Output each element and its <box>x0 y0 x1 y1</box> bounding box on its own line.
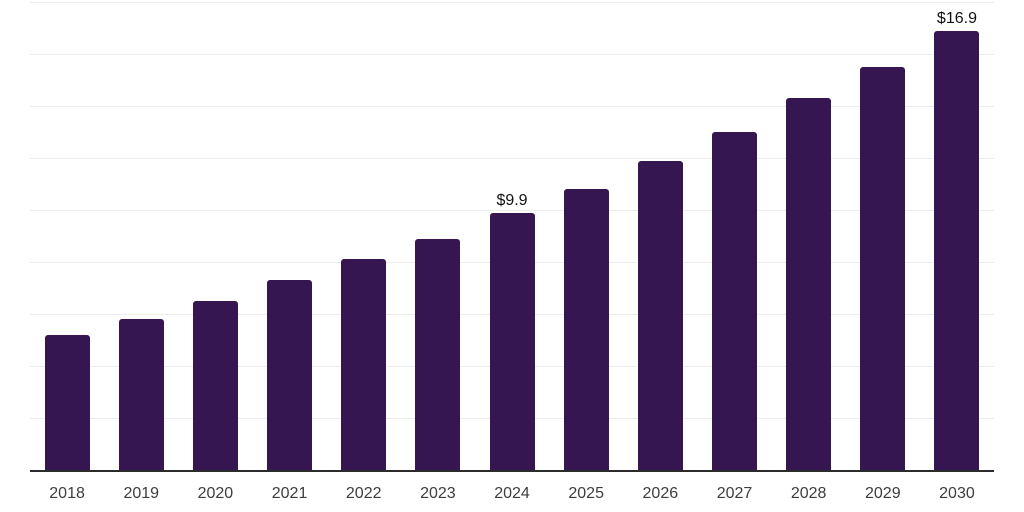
x-axis-label: 2018 <box>49 485 85 502</box>
gridline <box>30 2 994 3</box>
gridline <box>30 54 994 56</box>
bar <box>415 238 461 470</box>
x-axis-label: 2023 <box>420 485 456 502</box>
bar-slot: $16.9 <box>920 2 994 470</box>
bar <box>786 98 832 470</box>
bar <box>711 132 757 470</box>
bar <box>934 30 980 470</box>
x-axis-label: 2022 <box>345 485 382 502</box>
x-axis-label: 2021 <box>271 485 308 502</box>
plot-area: $9.9 $16.9 <box>30 2 994 472</box>
x-axis-label: 2025 <box>568 485 604 502</box>
bar-slot <box>772 2 846 470</box>
bar-slot <box>178 2 252 470</box>
bar <box>267 280 313 470</box>
x-axis-label: 2030 <box>939 485 975 502</box>
bar <box>341 259 387 470</box>
bar-slot <box>30 2 104 470</box>
gridline <box>30 210 994 211</box>
bar-value-label: $16.9 <box>936 9 977 27</box>
x-axis-label: 2029 <box>865 485 901 502</box>
gridline <box>30 158 994 160</box>
x-axis-label: 2020 <box>197 485 234 502</box>
x-axis-labels: 2018 2019 2020 2021 2022 2023 2024 2025 2026 2027… <box>30 477 994 503</box>
bar <box>637 160 683 470</box>
bar-slot <box>846 2 920 470</box>
bar <box>192 301 238 470</box>
bar <box>489 212 535 470</box>
bar-slot <box>104 2 178 470</box>
bar-value-label: $9.9 <box>496 191 528 209</box>
bar <box>860 67 906 470</box>
bar <box>118 319 164 470</box>
bar-slot <box>549 2 623 470</box>
bars-row: $9.9 $16.9 <box>30 2 994 470</box>
x-axis-label: 2019 <box>123 485 160 502</box>
bar-slot <box>327 2 401 470</box>
bar-slot <box>623 2 697 470</box>
x-axis-line <box>30 470 994 472</box>
x-axis-label: 2028 <box>790 485 827 502</box>
bar <box>44 334 90 470</box>
x-axis-label: 2024 <box>494 485 530 502</box>
bar-slot <box>252 2 326 470</box>
gridline <box>30 106 994 107</box>
bar-slot <box>401 2 475 470</box>
bar-slot <box>697 2 771 470</box>
x-axis-label: 2027 <box>716 485 753 502</box>
bar <box>563 189 609 470</box>
x-axis-label: 2026 <box>642 485 679 502</box>
bar-slot: $9.9 <box>475 2 549 470</box>
